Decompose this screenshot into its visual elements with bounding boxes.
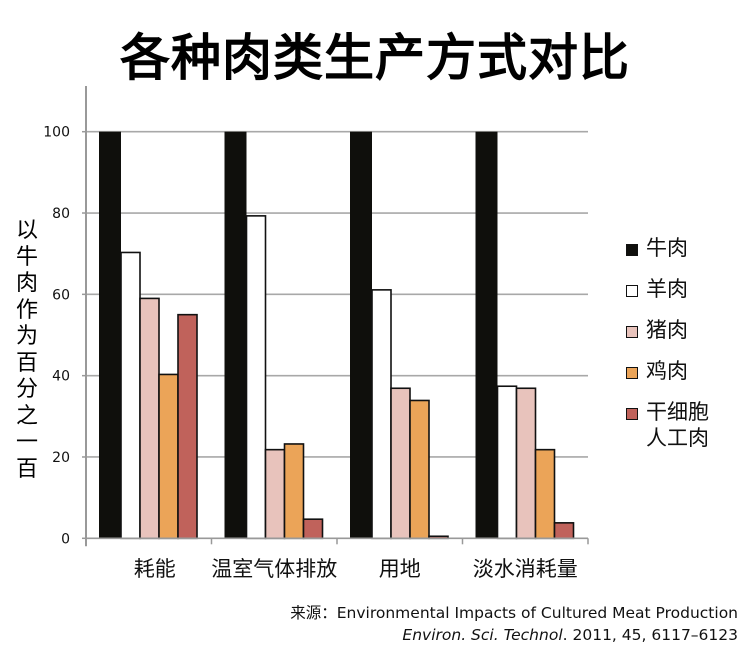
x-tick-label: 耗能 bbox=[134, 557, 176, 581]
legend-item-lamb: 羊肉 bbox=[626, 276, 709, 317]
legend-swatch bbox=[626, 408, 638, 420]
legend-item-cultured: 干细胞 人工肉 bbox=[626, 399, 709, 450]
bar-2-2 bbox=[390, 387, 411, 540]
bar-1-2 bbox=[264, 448, 286, 540]
y-axis-label: 以牛肉作为百分之一百 bbox=[15, 218, 38, 482]
x-tick-label: 淡水消耗量 bbox=[473, 557, 578, 581]
bar-3-4 bbox=[553, 522, 575, 540]
legend-swatch bbox=[626, 367, 638, 379]
bar-1-3 bbox=[283, 443, 305, 540]
legend-label: 鸡肉 bbox=[646, 359, 688, 383]
bar-1-4 bbox=[302, 518, 324, 540]
legend-label: 羊肉 bbox=[646, 277, 688, 301]
bar-0-4 bbox=[177, 313, 198, 540]
legend-label: 猪肉 bbox=[646, 318, 688, 342]
bar-0-2 bbox=[139, 297, 160, 540]
bar-0-0 bbox=[99, 131, 121, 539]
source-note: 来源：Environmental Impacts of Cultured Mea… bbox=[290, 602, 738, 646]
legend-item-beef: 牛肉 bbox=[626, 235, 709, 276]
y-tick-label: 80 bbox=[52, 206, 70, 222]
bar-3-1 bbox=[496, 385, 518, 540]
legend: 牛肉 羊肉 猪肉 鸡肉 干细胞 人工肉 bbox=[626, 235, 709, 450]
legend-label: 干细胞 人工肉 bbox=[646, 400, 709, 450]
legend-swatch bbox=[626, 244, 638, 256]
bar-2-3 bbox=[409, 399, 430, 540]
y-tick-label: 0 bbox=[61, 531, 70, 547]
bar-3-0 bbox=[475, 131, 498, 539]
source-line-2: Environ. Sci. Technol. 2011, 45, 6117–61… bbox=[290, 624, 738, 646]
bar-1-0 bbox=[224, 131, 247, 539]
legend-swatch bbox=[626, 285, 638, 297]
y-tick-label: 100 bbox=[43, 125, 70, 141]
source-details: . 2011, 45, 6117–6123 bbox=[562, 626, 738, 644]
legend-item-pork: 猪肉 bbox=[626, 317, 709, 358]
bar-0-1 bbox=[120, 251, 141, 540]
bar-1-1 bbox=[245, 215, 267, 540]
legend-swatch bbox=[626, 326, 638, 338]
legend-item-chicken: 鸡肉 bbox=[626, 358, 709, 399]
x-tick-label: 温室气体排放 bbox=[211, 557, 337, 581]
legend-label: 牛肉 bbox=[646, 236, 688, 260]
bar-0-3 bbox=[158, 373, 179, 540]
y-tick-label: 20 bbox=[52, 450, 70, 466]
y-tick-label: 40 bbox=[52, 369, 70, 385]
source-journal: Environ. Sci. Technol bbox=[402, 626, 563, 644]
bar-3-2 bbox=[515, 387, 537, 540]
x-tick-label: 用地 bbox=[379, 557, 421, 581]
bar-2-1 bbox=[371, 289, 392, 540]
source-line-1: 来源：Environmental Impacts of Cultured Mea… bbox=[290, 604, 738, 622]
chart-title: 各种肉类生产方式对比 bbox=[120, 29, 630, 87]
y-tick-label: 60 bbox=[52, 287, 70, 303]
bar-2-0 bbox=[350, 131, 372, 539]
bar-3-3 bbox=[534, 448, 556, 540]
